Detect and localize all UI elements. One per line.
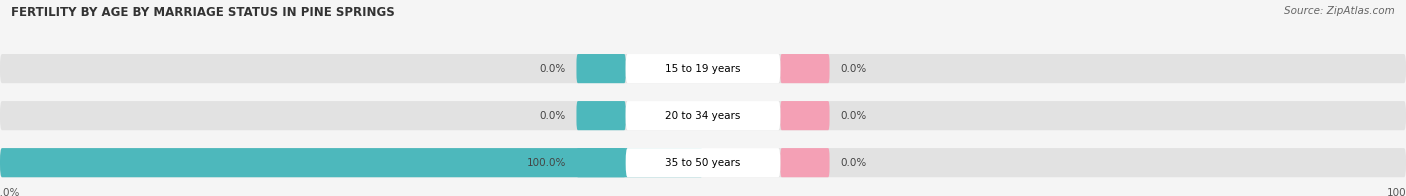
FancyBboxPatch shape	[576, 54, 626, 83]
Text: 35 to 50 years: 35 to 50 years	[665, 158, 741, 168]
FancyBboxPatch shape	[0, 148, 1406, 177]
Text: 0.0%: 0.0%	[841, 158, 866, 168]
Text: 0.0%: 0.0%	[841, 64, 866, 74]
Text: 0.0%: 0.0%	[841, 111, 866, 121]
FancyBboxPatch shape	[780, 54, 830, 83]
FancyBboxPatch shape	[626, 101, 780, 130]
Text: FERTILITY BY AGE BY MARRIAGE STATUS IN PINE SPRINGS: FERTILITY BY AGE BY MARRIAGE STATUS IN P…	[11, 6, 395, 19]
FancyBboxPatch shape	[780, 101, 830, 130]
Text: 20 to 34 years: 20 to 34 years	[665, 111, 741, 121]
FancyBboxPatch shape	[576, 148, 626, 177]
Text: 15 to 19 years: 15 to 19 years	[665, 64, 741, 74]
FancyBboxPatch shape	[626, 54, 780, 83]
FancyBboxPatch shape	[0, 148, 703, 177]
FancyBboxPatch shape	[576, 101, 626, 130]
FancyBboxPatch shape	[780, 148, 830, 177]
Text: 0.0%: 0.0%	[540, 111, 565, 121]
Text: Source: ZipAtlas.com: Source: ZipAtlas.com	[1284, 6, 1395, 16]
FancyBboxPatch shape	[626, 148, 780, 177]
FancyBboxPatch shape	[0, 101, 1406, 130]
Text: 0.0%: 0.0%	[540, 64, 565, 74]
Text: 100.0%: 100.0%	[526, 158, 565, 168]
FancyBboxPatch shape	[0, 54, 1406, 83]
